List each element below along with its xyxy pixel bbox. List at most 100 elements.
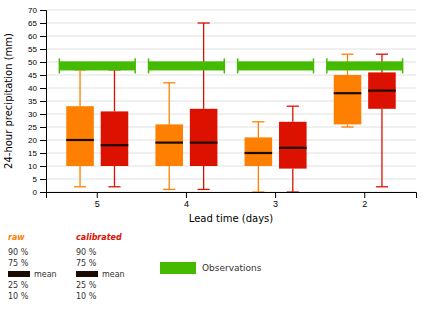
box [279, 106, 307, 192]
box-body [66, 106, 94, 166]
box-median [190, 142, 218, 144]
box [101, 70, 129, 187]
y-axis-title: 24-hour precipitation (mm) [3, 33, 14, 169]
y-tick-mark [40, 153, 46, 154]
box-body [245, 137, 273, 166]
whisker-cap-high [198, 22, 210, 23]
y-tick: 25 [28, 123, 46, 132]
y-tick: 40 [28, 84, 46, 93]
y-axis-line [40, 11, 47, 193]
x-axis-title: Lead time (days) [189, 213, 273, 224]
grid-line [46, 49, 416, 50]
y-tick-label: 70 [28, 6, 37, 15]
whisker-cap-high [287, 106, 299, 107]
y-tick-label: 25 [28, 123, 37, 132]
y-tick-label: 20 [28, 136, 37, 145]
y-tick: 15 [28, 149, 46, 158]
y-tick: 65 [28, 19, 46, 28]
y-tick-label: 60 [28, 32, 37, 41]
y-tick: 45 [28, 71, 46, 80]
y-tick-label: 30 [28, 110, 37, 119]
y-tick: 10 [28, 162, 46, 171]
observation-cap [134, 58, 136, 73]
whisker-cap-high [341, 54, 353, 55]
observation-cap [224, 58, 226, 73]
chart: 05101520253035404550556065705432Lead tim… [0, 0, 428, 309]
whisker-cap-low [163, 189, 175, 190]
whisker-cap-low [108, 186, 120, 187]
whisker-low [114, 166, 115, 187]
y-tick-mark [40, 88, 46, 89]
whisker-cap-high [252, 121, 264, 122]
box-median [101, 144, 129, 146]
whisker-cap-low [287, 191, 299, 192]
box-median [368, 89, 396, 91]
whisker-cap-low [252, 191, 264, 192]
grid-line [46, 36, 416, 37]
box-body [279, 122, 307, 169]
observation-cap [402, 58, 404, 73]
whisker-cap-low [74, 186, 86, 187]
x-tick-label: 3 [273, 199, 278, 209]
grid [46, 10, 416, 192]
y-tick: 20 [28, 136, 46, 145]
box-median [279, 147, 307, 149]
legend-label: mean [34, 270, 57, 279]
box-body [155, 124, 183, 166]
y-tick: 30 [28, 110, 46, 119]
y-tick: 70 [28, 6, 46, 15]
box-median [334, 92, 362, 94]
legend-label: 75 % [76, 259, 97, 268]
y-tick-mark [40, 140, 46, 141]
box-median [155, 142, 183, 144]
y-tick-label: 0 [33, 188, 38, 197]
legend-label: 90 % [76, 248, 97, 257]
whisker-high [114, 70, 115, 112]
x-tick-label: 4 [184, 199, 189, 209]
x-tick-mark [186, 192, 187, 198]
whisker-high [292, 106, 293, 122]
y-tick-label: 45 [28, 71, 37, 80]
y-tick-mark [40, 62, 46, 63]
observation-cap [148, 58, 150, 73]
y-tick-mark [40, 36, 46, 37]
box-body [101, 111, 129, 166]
observation-bar [238, 61, 314, 70]
legend-header: raw [8, 233, 25, 242]
box-body [334, 75, 362, 124]
observation [238, 58, 314, 73]
x-axis-line [47, 193, 417, 199]
y-tick-mark [40, 23, 46, 24]
y-tick-mark [40, 49, 46, 50]
y-tick: 60 [28, 32, 46, 41]
x-tick-mark [275, 192, 276, 198]
x-tick-label: 2 [362, 199, 367, 209]
y-tick-mark [40, 75, 46, 76]
x-tick: 2 [362, 192, 367, 209]
box-median [245, 152, 273, 154]
y-tick-mark [40, 10, 46, 11]
box [368, 54, 396, 187]
observation-cap [326, 58, 328, 73]
legend-label: 10 % [8, 292, 29, 301]
box [155, 83, 183, 190]
y-tick-label: 65 [28, 19, 37, 28]
legend-label: Observations [202, 263, 262, 273]
whisker-cap-low [198, 189, 210, 190]
observation-cap [59, 58, 61, 73]
y-tick-label: 50 [28, 58, 37, 67]
box-body [190, 109, 218, 166]
legend-label: mean [102, 270, 125, 279]
legend-swatch [160, 262, 196, 274]
y-tick: 35 [28, 97, 46, 106]
box [245, 122, 273, 192]
legend-label: 25 % [8, 281, 29, 290]
observation [327, 58, 403, 73]
box [66, 70, 94, 187]
whisker-high [258, 122, 259, 138]
observation [59, 58, 135, 73]
observation-cap [237, 58, 239, 73]
whisker-low [258, 166, 259, 192]
legend-label: 90 % [8, 248, 29, 257]
box-median [66, 139, 94, 141]
